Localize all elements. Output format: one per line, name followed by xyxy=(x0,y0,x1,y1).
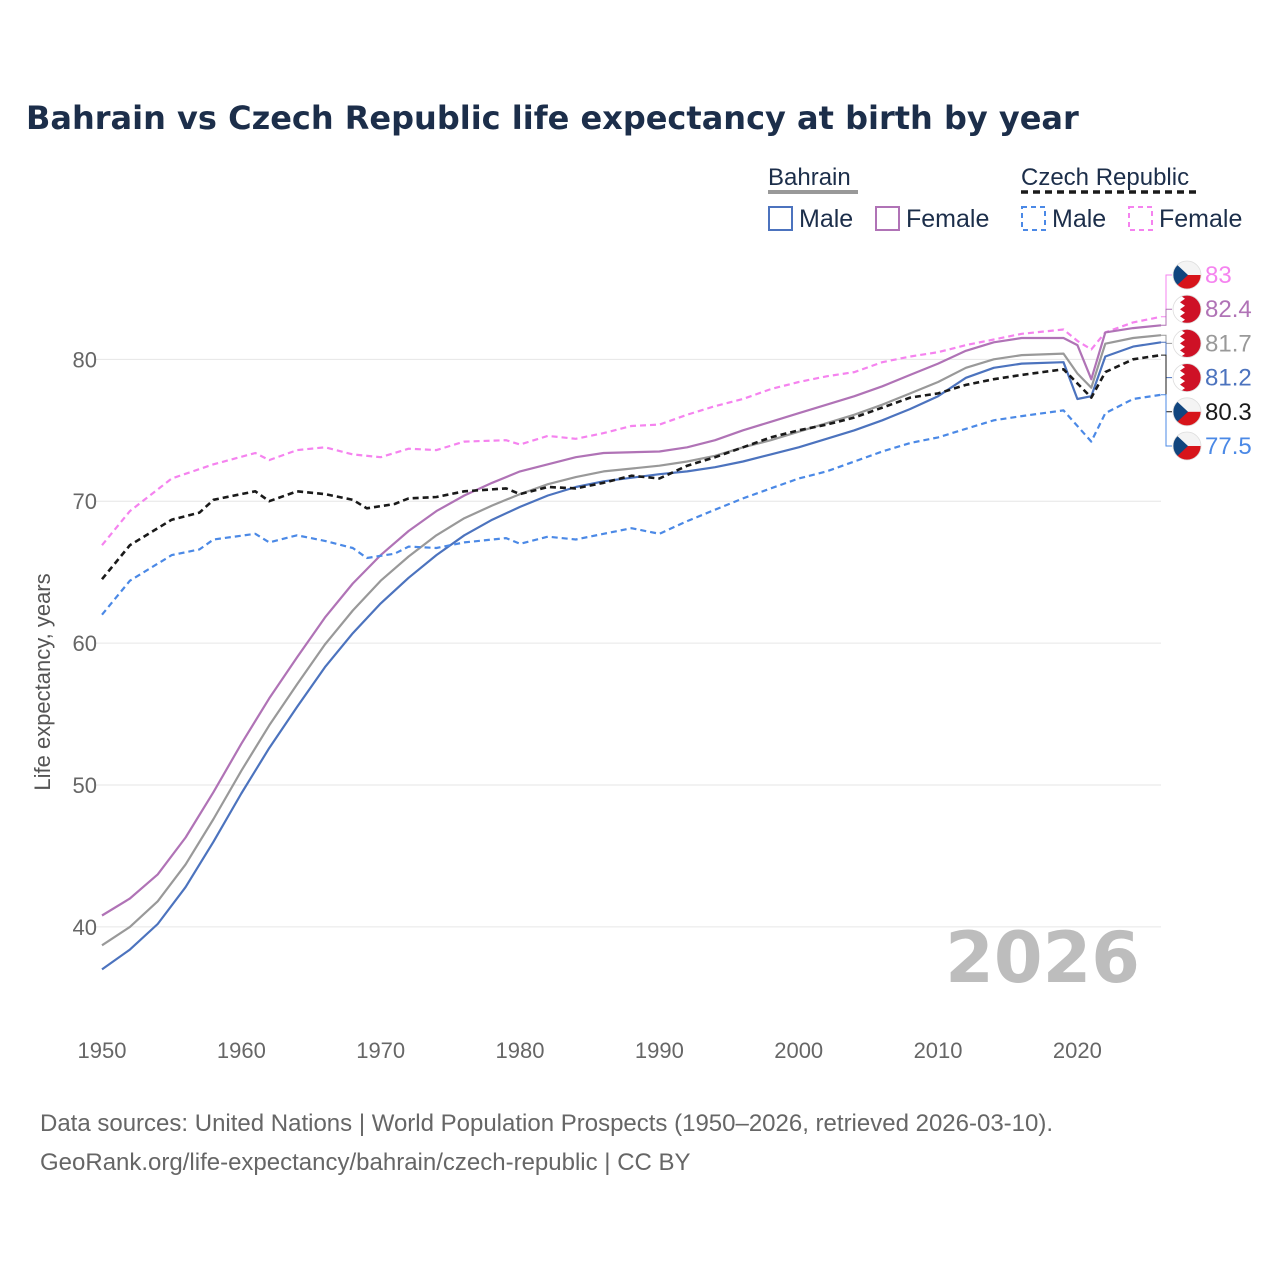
chart-title: Bahrain vs Czech Republic life expectanc… xyxy=(26,99,1079,137)
bahrain-flag-icon xyxy=(1172,363,1202,393)
series-czech_female xyxy=(101,315,1162,546)
czech-flag-icon xyxy=(1172,397,1202,427)
series-bahrain_total xyxy=(101,334,1162,947)
series-lines xyxy=(100,315,1162,971)
connector-bahrain_female xyxy=(1161,308,1172,326)
bahrain-flag-icon xyxy=(1172,294,1202,324)
end-label-czech_male: 77.5 xyxy=(1205,433,1252,460)
year-watermark: 2026 xyxy=(945,917,1140,999)
legend-heading-bahrain: Bahrain xyxy=(768,164,851,191)
y-tick-80: 80 xyxy=(73,347,97,372)
legend-bahrain-male-label: Male xyxy=(799,205,853,233)
end-labels: 83 82.4 81.7 81.2 80.3 77.5 xyxy=(1161,260,1252,461)
x-tick-2000: 2000 xyxy=(774,1038,823,1063)
x-tick-1980: 1980 xyxy=(496,1038,545,1063)
legend-czech-female-label: Female xyxy=(1159,205,1242,233)
series-czech_total xyxy=(100,353,1162,581)
x-axis-ticks: 1950 1960 1970 1980 1990 2000 2010 2020 xyxy=(78,1038,1102,1063)
x-tick-1960: 1960 xyxy=(217,1038,266,1063)
czech-flag-icon xyxy=(1172,260,1202,290)
legend-czech-female-swatch xyxy=(1128,206,1153,231)
legend: Bahrain Male Female Czech Republic Male … xyxy=(768,164,1242,233)
y-tick-50: 50 xyxy=(73,773,97,798)
legend-bahrain-female-label: Female xyxy=(906,205,989,233)
x-tick-2010: 2010 xyxy=(914,1038,963,1063)
x-tick-1990: 1990 xyxy=(635,1038,684,1063)
czech-flag-icon xyxy=(1172,431,1202,461)
series-czech_male xyxy=(101,393,1162,616)
connector-czech_female xyxy=(1161,274,1172,318)
legend-heading-czech: Czech Republic xyxy=(1021,164,1189,191)
end-label-bahrain_male: 81.2 xyxy=(1205,365,1252,392)
connector-czech_total xyxy=(1161,354,1172,413)
end-label-czech_female: 83 xyxy=(1205,262,1232,289)
x-tick-1970: 1970 xyxy=(356,1038,405,1063)
end-label-czech_total: 80.3 xyxy=(1205,399,1252,426)
y-axis-label: Life expectancy, years xyxy=(30,573,55,790)
end-label-bahrain_total: 81.7 xyxy=(1205,330,1252,357)
end-label-bahrain_female: 82.4 xyxy=(1205,296,1252,323)
gridlines xyxy=(95,358,1161,928)
y-tick-60: 60 xyxy=(73,631,97,656)
source-line-2: GeoRank.org/life-expectancy/bahrain/czec… xyxy=(40,1149,691,1176)
legend-czech-male-label: Male xyxy=(1052,205,1106,233)
y-axis-ticks: 40 50 60 70 80 xyxy=(73,347,97,940)
legend-bahrain-male-swatch xyxy=(768,206,793,231)
x-tick-2020: 2020 xyxy=(1053,1038,1102,1063)
legend-bahrain-female-swatch xyxy=(875,206,900,231)
x-tick-1950: 1950 xyxy=(78,1038,127,1063)
series-bahrain_male xyxy=(101,341,1162,971)
source-line-1: Data sources: United Nations | World Pop… xyxy=(40,1110,1053,1137)
connector-bahrain_total xyxy=(1161,334,1172,344)
y-tick-70: 70 xyxy=(73,489,97,514)
connector-czech_male xyxy=(1161,394,1172,447)
y-tick-40: 40 xyxy=(73,915,97,940)
legend-czech-male-swatch xyxy=(1021,206,1046,231)
bahrain-flag-icon xyxy=(1172,328,1202,358)
series-bahrain_female xyxy=(101,324,1162,917)
